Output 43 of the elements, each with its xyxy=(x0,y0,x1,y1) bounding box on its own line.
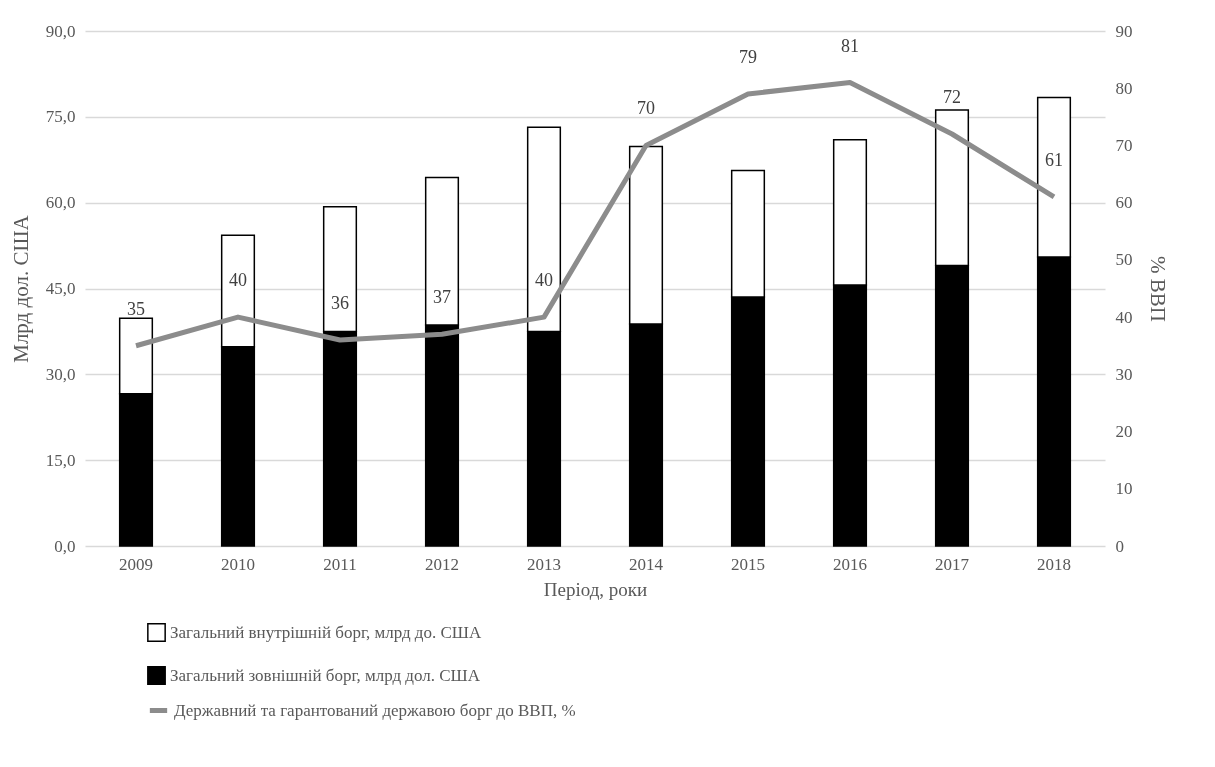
y2-tick-label: 40 xyxy=(1115,307,1133,327)
data-label: 79 xyxy=(739,46,757,67)
x-tick-label: 2017 xyxy=(935,554,970,574)
y-axis-title: Млрд дол. США xyxy=(8,214,33,363)
data-label: 40 xyxy=(535,270,553,291)
data-label: 35 xyxy=(127,298,145,319)
legend-label: Державний та гарантований державою борг до ВВП, % xyxy=(174,700,576,720)
y-tick-label: 60,0 xyxy=(45,193,76,213)
x-tick-label: 2018 xyxy=(1037,554,1071,574)
y2-axis-title: % ВВП xyxy=(1145,256,1170,322)
y2-tick-label: 70 xyxy=(1115,135,1133,155)
x-tick-label: 2012 xyxy=(425,554,459,574)
y-tick-label: 15,0 xyxy=(45,450,76,470)
y2-tick-label: 20 xyxy=(1115,422,1133,442)
y2-tick-label: 90 xyxy=(1115,21,1133,41)
data-label: 37 xyxy=(433,287,451,308)
data-label: 70 xyxy=(637,98,655,119)
x-tick-label: 2013 xyxy=(527,554,561,574)
y-tick-label: 90,0 xyxy=(45,21,76,41)
data-label: 81 xyxy=(841,35,859,56)
data-label: 36 xyxy=(331,293,349,313)
y-tick-label: 30,0 xyxy=(45,364,76,384)
legend-label: Загальний зовнішній борг, млрд дол. США xyxy=(170,665,481,685)
y2-tick-label: 60 xyxy=(1115,193,1133,213)
x-tick-label: 2009 xyxy=(119,554,153,574)
x-tick-label: 2016 xyxy=(833,554,867,574)
data-label: 61 xyxy=(1045,149,1063,170)
y2-tick-label: 30 xyxy=(1115,364,1133,384)
x-axis-title: Період, роки xyxy=(543,578,648,600)
data-label: 40 xyxy=(229,270,247,291)
legend-label: Загальний внутрішній борг, млрд до. США xyxy=(170,622,483,642)
x-tick-label: 2011 xyxy=(323,554,357,574)
y2-tick-label: 0 xyxy=(1115,536,1124,556)
y-tick-label: 45,0 xyxy=(45,279,76,298)
x-tick-label: 2014 xyxy=(629,554,664,574)
x-tick-label: 2015 xyxy=(731,554,765,574)
y2-tick-label: 10 xyxy=(1115,479,1133,499)
y2-tick-label: 50 xyxy=(1115,250,1133,270)
y2-tick-label: 80 xyxy=(1115,78,1133,98)
data-label: 72 xyxy=(943,87,961,107)
x-tick-label: 2010 xyxy=(221,554,255,574)
y-tick-label: 0,0 xyxy=(54,536,76,556)
y-tick-label: 75,0 xyxy=(45,107,76,127)
